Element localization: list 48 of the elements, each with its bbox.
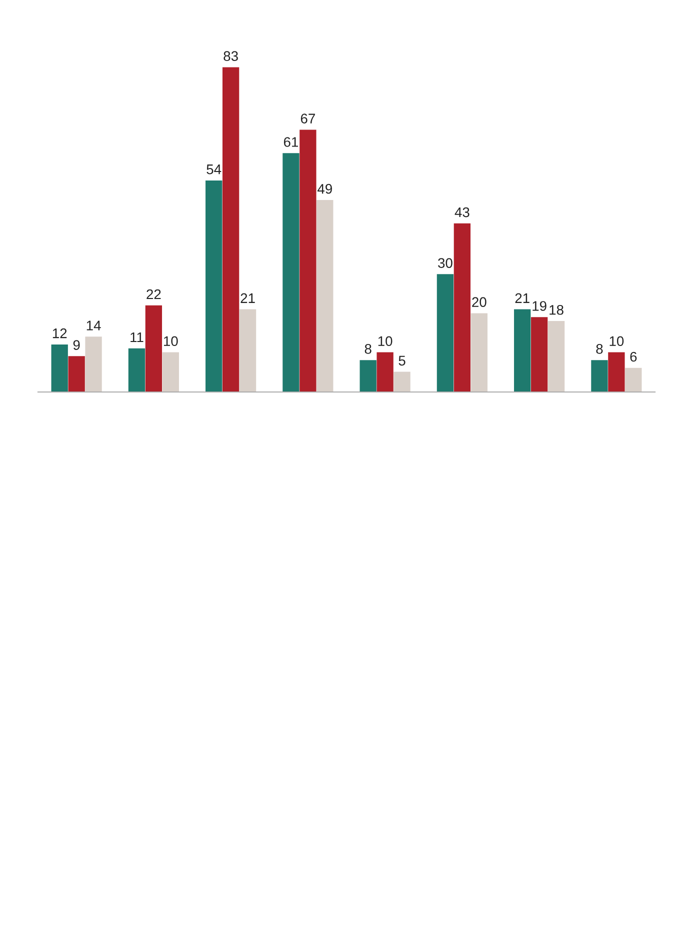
data-label: 19	[532, 301, 546, 311]
data-label: 14	[86, 320, 101, 330]
bar	[548, 321, 565, 392]
bar	[454, 223, 471, 392]
bar	[436, 274, 454, 392]
bar	[591, 360, 608, 392]
data-label: 49	[318, 184, 332, 194]
bar	[514, 309, 531, 392]
data-label: 18	[550, 304, 564, 315]
bar	[360, 360, 376, 392]
bar	[162, 352, 179, 392]
data-label: 10	[610, 336, 624, 346]
data-label: 54	[206, 164, 222, 174]
data-label: 21	[515, 293, 530, 303]
data-label: 12	[52, 328, 67, 338]
bar	[608, 352, 625, 392]
data-label: 43	[454, 207, 470, 218]
data-label: 20	[472, 297, 486, 307]
data-label: 9	[73, 340, 80, 350]
bar	[128, 348, 146, 392]
bar	[470, 313, 488, 392]
data-label: 21	[240, 293, 255, 303]
bar	[316, 200, 334, 392]
data-label: 30	[438, 258, 452, 268]
data-label: 61	[284, 137, 298, 147]
bar	[68, 356, 85, 392]
bar	[51, 344, 68, 392]
data-label: 8	[596, 344, 603, 354]
bar	[394, 372, 410, 392]
bar	[282, 153, 300, 392]
data-label: 10	[164, 336, 178, 346]
data-label: 10	[378, 336, 392, 346]
bar	[206, 180, 222, 392]
bar	[239, 309, 256, 392]
data-label: 67	[300, 114, 315, 124]
bar	[300, 130, 316, 392]
data-label: 8	[364, 344, 372, 354]
data-label: 6	[630, 352, 637, 362]
bar	[625, 368, 642, 392]
bar	[85, 336, 102, 392]
bar	[145, 305, 162, 392]
data-label: 5	[398, 356, 406, 366]
bar	[530, 317, 548, 392]
data-label: 83	[224, 51, 238, 62]
data-label: 22	[146, 289, 161, 300]
bar	[376, 352, 394, 392]
bar	[222, 67, 240, 392]
data-label: 11	[130, 332, 144, 342]
